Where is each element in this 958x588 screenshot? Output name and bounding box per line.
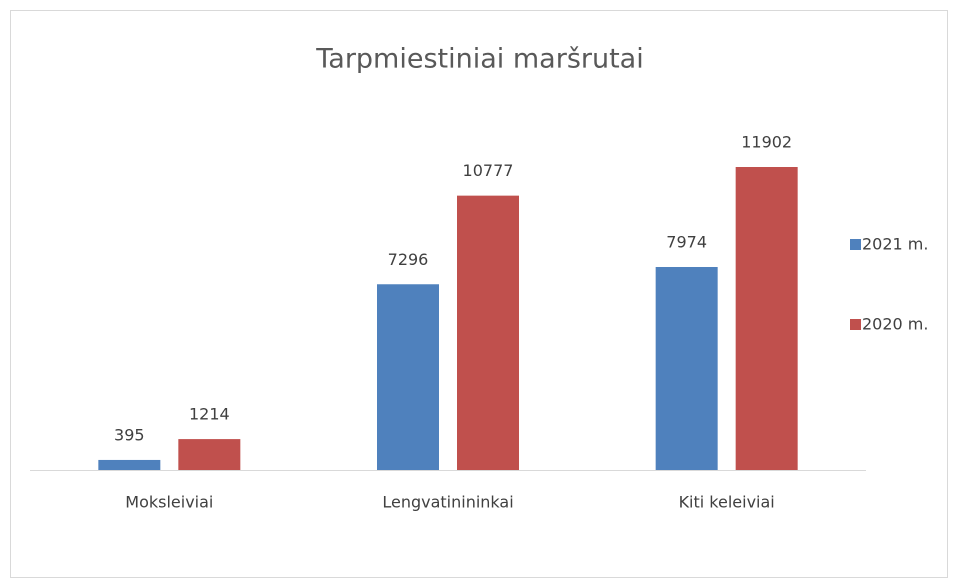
bar xyxy=(377,284,439,470)
legend-label: 2020 m. xyxy=(862,315,928,334)
bar xyxy=(735,167,798,470)
bar xyxy=(98,459,161,470)
bar xyxy=(457,195,519,471)
data-label: 10777 xyxy=(463,161,514,180)
bar xyxy=(178,439,241,470)
data-label: 7974 xyxy=(666,232,707,251)
x-tick-label: Lengvatinininkai xyxy=(382,493,513,512)
bar xyxy=(655,266,718,470)
data-label: 1214 xyxy=(189,405,230,424)
data-label: 11902 xyxy=(741,133,792,152)
x-tick-label: Moksleiviai xyxy=(125,493,213,512)
x-tick-label: Kiti keleiviai xyxy=(679,493,775,512)
legend-swatch xyxy=(850,239,861,250)
legend-label: 2021 m. xyxy=(862,235,928,254)
legend-swatch xyxy=(850,319,861,330)
data-label: 395 xyxy=(114,425,145,444)
data-label: 7296 xyxy=(388,250,429,269)
chart-title: Tarpmiestiniai maršrutai xyxy=(315,44,643,75)
